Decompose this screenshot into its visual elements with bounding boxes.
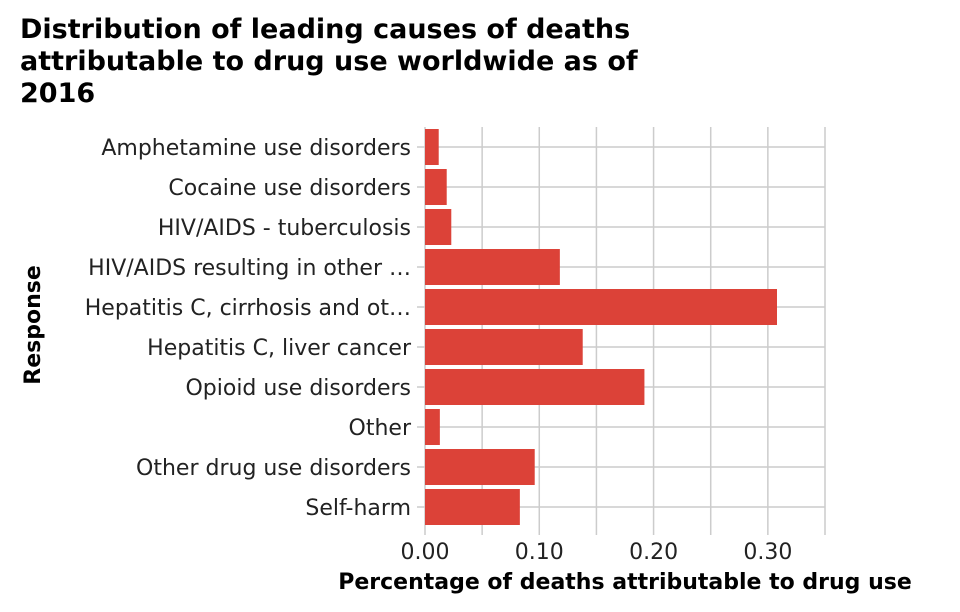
x-tick-label: 0.00: [401, 540, 450, 565]
bar: [425, 369, 645, 405]
y-tick-label: Other drug use disorders: [136, 456, 411, 481]
bar: [425, 449, 535, 485]
y-tick-label: Amphetamine use disorders: [101, 136, 411, 161]
y-axis-label: Response: [21, 265, 46, 385]
x-tick-label: 0.20: [629, 540, 678, 565]
bars: [425, 129, 777, 525]
y-tick-label: Hepatitis C, liver cancer: [147, 336, 412, 361]
bar: [425, 169, 447, 205]
bar: [425, 489, 520, 525]
y-tick-label: Hepatitis C, cirrhosis and ot…: [85, 296, 411, 321]
y-tick-label: Other: [349, 416, 412, 441]
y-tick-label: HIV/AIDS - tuberculosis: [158, 216, 411, 241]
x-tick-label: 0.10: [515, 540, 564, 565]
y-tick-label: Self-harm: [305, 496, 411, 521]
chart-title: Distribution of leading causes of deaths…: [20, 14, 638, 109]
y-tick-labels: Amphetamine use disorders Cocaine use dis…: [85, 136, 412, 521]
bar: [425, 209, 452, 245]
bar: [425, 289, 777, 325]
y-tick-label: HIV/AIDS resulting in other …: [88, 256, 411, 281]
y-tick-label: Opioid use disorders: [185, 376, 411, 401]
bar: [425, 409, 440, 445]
bar: [425, 129, 439, 165]
x-tick-label: 0.30: [743, 540, 792, 565]
y-tick-label: Cocaine use disorders: [168, 176, 411, 201]
bar: [425, 329, 583, 365]
x-tick-labels: 0.00 0.10 0.20 0.30: [401, 540, 793, 565]
x-axis-label: Percentage of deaths attributable to dru…: [338, 570, 912, 595]
bar: [425, 249, 560, 285]
